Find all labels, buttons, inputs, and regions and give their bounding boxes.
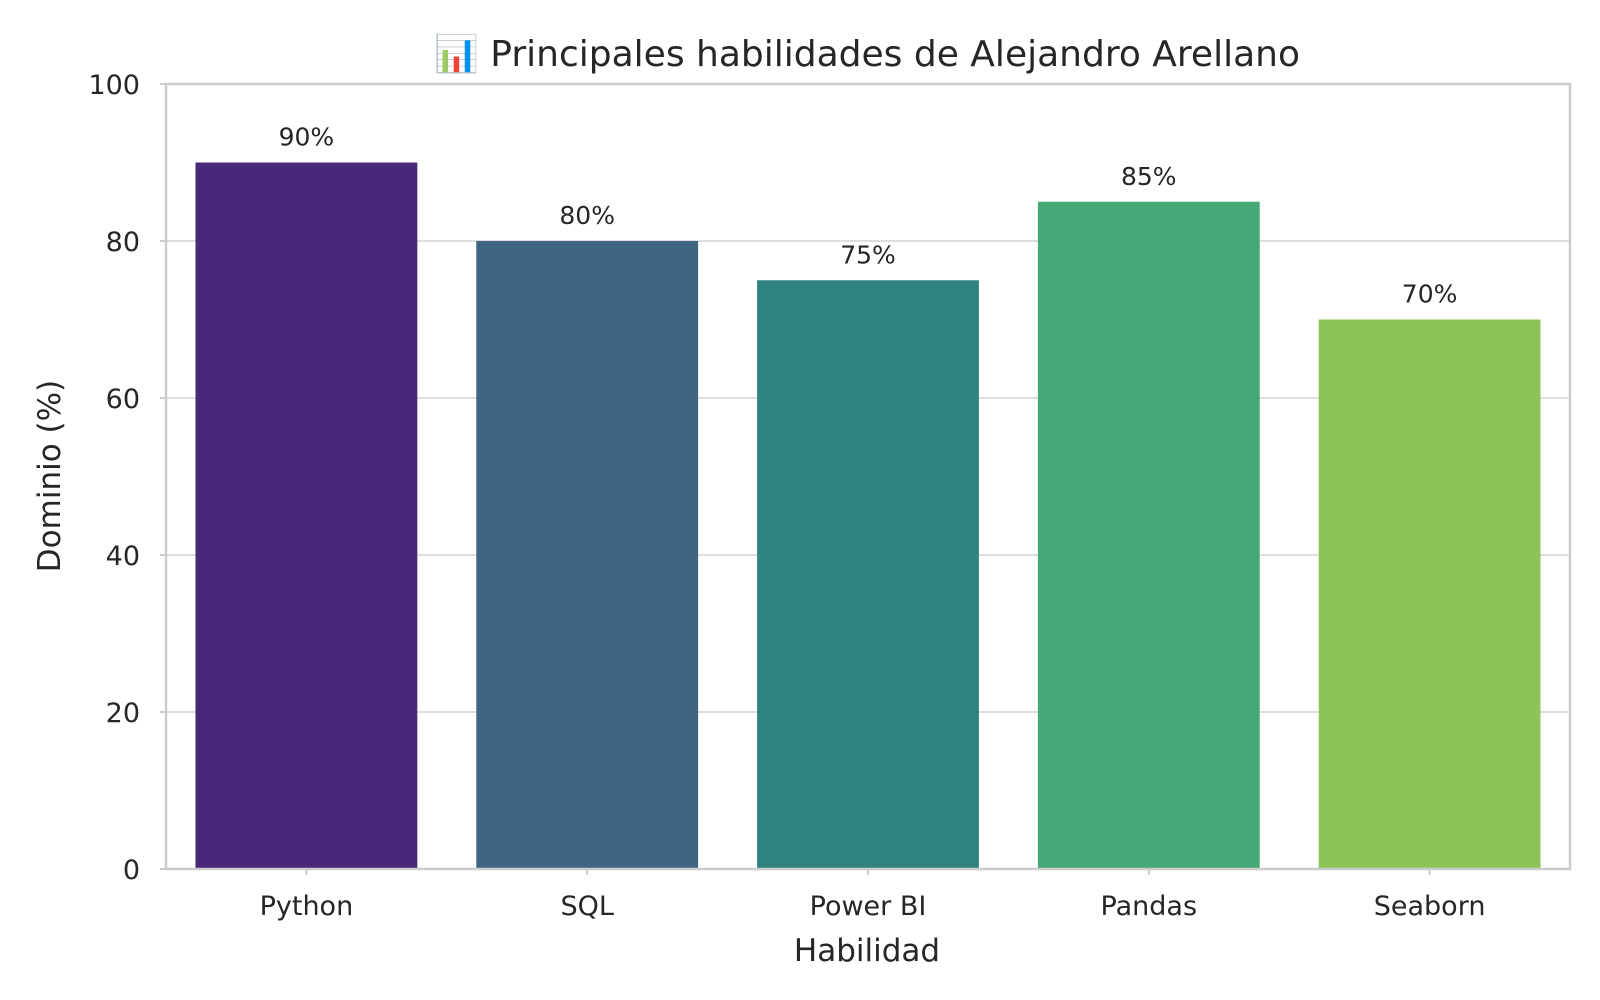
data-label: 70% [1402,280,1458,309]
bar-power-bi [757,280,979,869]
x-tick-label: Python [260,891,354,922]
bar-pandas [1037,201,1260,869]
bars [195,162,1541,869]
data-labels: 90% 80% 75% 85% 70% [279,123,1458,309]
y-tick-label: 20 [106,698,140,729]
y-tick-label: 80 [106,227,140,258]
x-tick-label: Power BI [810,891,927,922]
x-axis-label: Habilidad [794,933,940,969]
data-label: 90% [279,123,335,152]
bar-sql [476,241,699,869]
data-label: 80% [559,201,615,230]
y-tick-label: 60 [106,384,140,415]
bar-seaborn [1318,319,1541,869]
x-tick-label: Seaborn [1374,891,1486,922]
y-tick-label: 40 [106,541,140,572]
x-axis-ticks: Python SQL Power BI Pandas Seaborn [260,869,1486,922]
y-tick-label: 0 [123,855,140,886]
data-label: 85% [1121,162,1177,191]
y-tick-label: 100 [88,70,140,101]
y-axis-ticks: 0 20 40 60 80 100 [88,70,166,886]
x-tick-label: SQL [560,891,613,922]
data-label: 75% [840,240,896,269]
bar-python [195,162,418,869]
chart-title: 📊 Principales habilidades de Alejandro A… [434,33,1300,75]
x-tick-label: Pandas [1101,891,1197,922]
y-axis-label: Dominio (%) [32,380,68,572]
